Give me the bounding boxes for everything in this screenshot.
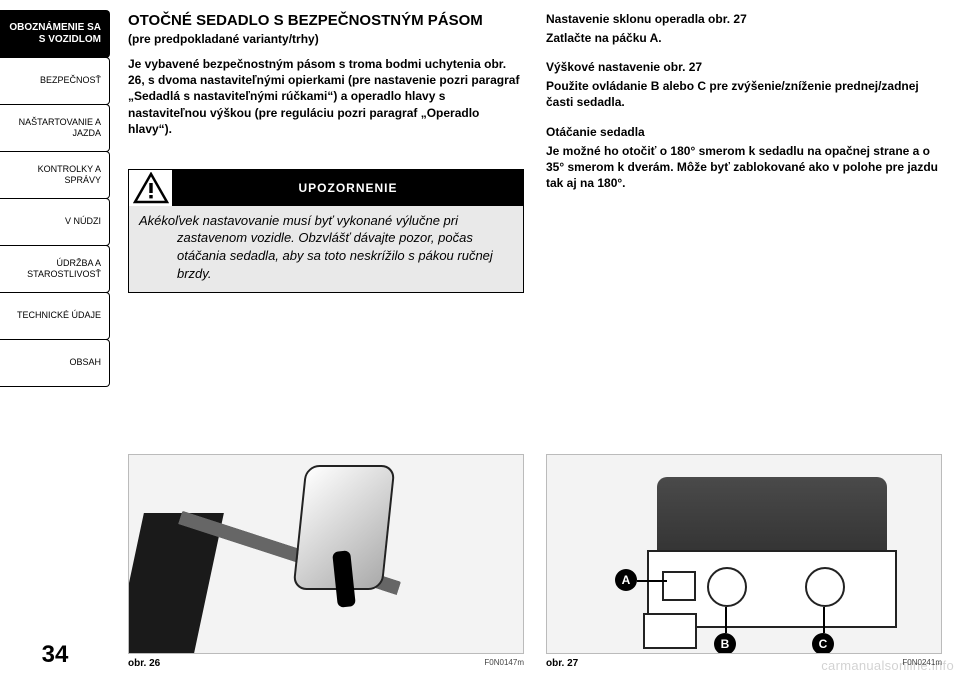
page-content: OTOČNÉ SEDADLO S BEZPEČNOSTNÝM PÁSOM (pr…: [110, 0, 960, 677]
callout-c: C: [812, 633, 834, 654]
warning-icon: [129, 170, 173, 206]
left-column: OTOČNÉ SEDADLO S BEZPEČNOSTNÝM PÁSOM (pr…: [128, 12, 524, 293]
callout-a: A: [615, 569, 637, 591]
para-title: Výškové nastavenie obr. 27: [546, 60, 942, 74]
watermark: carmanualsonline.info: [821, 658, 954, 673]
callout-b: B: [714, 633, 736, 654]
page-number: 34: [0, 635, 110, 677]
para-title: Otáčanie sedadla: [546, 125, 942, 139]
nav-item-nastartovanie[interactable]: NAŠTARTOVANIE A JAZDA: [0, 104, 110, 152]
warning-text-first: Akékoľvek nastavovanie musí byť: [139, 213, 333, 228]
nav-item-technicke[interactable]: TECHNICKÉ ÚDAJE: [0, 292, 110, 340]
para-text: Je možné ho otočiť o 180° smerom k sedad…: [546, 143, 942, 192]
figure-26-code: F0N0147m: [484, 658, 524, 669]
section-heading: OTOČNÉ SEDADLO S BEZPEČNOSTNÝM PÁSOM: [128, 12, 524, 30]
nav-item-udrzba[interactable]: ÚDRŽBA A STAROSTLIVOSŤ: [0, 245, 110, 293]
figure-27-image: A B C: [546, 454, 942, 654]
para-title: Nastavenie sklonu operadla obr. 27: [546, 12, 942, 26]
section-nav: OBOZNÁMENIE SA S VOZIDLOM BEZPEČNOSŤ NAŠ…: [0, 0, 110, 677]
figure-26-caption: obr. 26: [128, 658, 160, 669]
section-subheading: (pre predpokladané varianty/trhy): [128, 32, 524, 46]
manual-page: OBOZNÁMENIE SA S VOZIDLOM BEZPEČNOSŤ NAŠ…: [0, 0, 960, 677]
para-text: Použite ovládanie B alebo C pre zvýšenie…: [546, 78, 942, 110]
figure-27: A B C obr. 27 F0N0241m: [546, 454, 942, 669]
para-text: Zatlačte na páčku A.: [546, 30, 942, 46]
figure-row: obr. 26 F0N0147m A B C: [128, 442, 942, 669]
nav-item-obsah[interactable]: OBSAH: [0, 339, 110, 387]
nav-item-bezpecnost[interactable]: BEZPEČNOSŤ: [0, 57, 110, 105]
warning-text: Akékoľvek nastavovanie musí byť vykonané…: [129, 206, 523, 292]
nav-item-vnudzi[interactable]: V NÚDZI: [0, 198, 110, 246]
section-body: Je vybavené bezpečnostným pásom s troma …: [128, 56, 524, 137]
figure-26: obr. 26 F0N0147m: [128, 454, 524, 669]
figure-27-caption: obr. 27: [546, 658, 578, 669]
nav-item-kontrolky[interactable]: KONTROLKY A SPRÁVY: [0, 151, 110, 199]
right-column: Nastavenie sklonu operadla obr. 27 Zatla…: [546, 12, 942, 293]
warning-title: UPOZORNENIE: [173, 170, 523, 206]
nav-item-oboznamenie[interactable]: OBOZNÁMENIE SA S VOZIDLOM: [0, 10, 110, 58]
warning-box: UPOZORNENIE Akékoľvek nastavovanie musí …: [128, 169, 524, 293]
figure-26-image: [128, 454, 524, 654]
